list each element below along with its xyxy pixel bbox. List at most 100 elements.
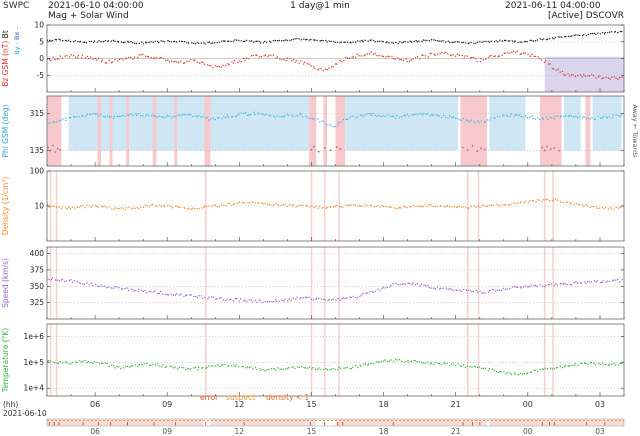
y-tick-label: 0: [39, 54, 44, 63]
sector-band-blue: [345, 96, 459, 151]
legend-item: density < 1: [266, 393, 310, 402]
y-tick-label: 315: [30, 109, 45, 118]
series-speed: [47, 277, 623, 304]
strip-x-tick-label: 18: [379, 427, 389, 436]
data-gap-stripe: [543, 324, 546, 396]
sector-band-blue: [489, 96, 526, 151]
resolution-label: 1 day@1 min: [290, 1, 350, 11]
sector-band-blue: [563, 96, 581, 151]
x-tick-label: 03: [595, 400, 605, 409]
legend-item: suspect: [226, 393, 255, 402]
panel-density: 100 10 Density (1/cm³): [1, 167, 625, 242]
sector-band-pink: [204, 96, 211, 166]
legend-item: error: [200, 393, 219, 402]
sector-band-pink: [152, 96, 157, 166]
y-axis-label: Temperature (°K): [1, 328, 10, 393]
sector-band-pink: [585, 96, 591, 166]
quality-strip: 06 09 12 15 18 21 00 03: [46, 418, 625, 436]
quality-segment: [335, 419, 487, 426]
time-axis: 06 09 12 15 18 21 00 03 (hh)2021-06-10: [3, 400, 605, 418]
data-gap-stripe: [466, 324, 469, 396]
satellite-status-label: [Active] DSCOVR: [548, 11, 624, 21]
y-axis-label: Bz GSM (nT) Bt: [1, 30, 10, 87]
sector-band-blue: [68, 96, 309, 151]
panel-speed: 400 375 350 325 Speed (km/s): [1, 246, 625, 320]
plot-title: Mag + Solar Wind: [48, 11, 129, 21]
data-gap-stripe: [310, 247, 313, 319]
data-gap-stripe: [477, 324, 480, 396]
data-gap-stripe: [552, 324, 554, 396]
start-time-label: 2021-06-10 04:00:00: [48, 1, 144, 11]
data-gap-stripe: [552, 247, 554, 319]
strip-x-tick-label: 06: [90, 427, 100, 436]
sector-band-pink: [109, 96, 113, 166]
y-axis-label: Phi GSM (deg): [1, 104, 10, 157]
strip-x-tick-label: 21: [451, 427, 461, 436]
series-phi-suspect: [47, 144, 560, 153]
x-tick-label: 00: [523, 400, 533, 409]
data-gap-stripe: [49, 324, 52, 396]
data-gap-stripe: [338, 324, 340, 396]
data-gap-stripe: [49, 247, 52, 319]
sector-band-pink: [47, 96, 62, 166]
y-tick-label: -5: [37, 71, 45, 80]
series-bt: [47, 30, 623, 45]
y-tick-label: 1e+5: [24, 358, 45, 367]
y-axis-label: Density (1/cm³): [1, 177, 10, 236]
end-time-label: 2021-06-11 04:00:00: [505, 1, 601, 11]
quality-segment: [489, 419, 624, 426]
y-tick-label: 1e+6: [24, 332, 45, 341]
x-tick-label: 06: [90, 400, 100, 409]
data-gap-stripe: [466, 247, 469, 319]
y-tick-label: 1e+4: [24, 384, 45, 393]
sector-band-pink: [97, 96, 102, 166]
y-tick-label: 10: [34, 202, 44, 211]
y-tick-label: 100: [30, 167, 45, 176]
data-gap-stripe: [55, 324, 58, 396]
sector-band-pink: [126, 96, 130, 166]
y-tick-label: 135: [30, 146, 45, 155]
data-gap-stripe: [323, 247, 326, 319]
data-gap-stripe: [310, 324, 313, 396]
x-tick-label: 21: [451, 400, 461, 409]
strip-x-tick-label: 12: [235, 427, 245, 436]
y-axis-label: Speed (km/s): [1, 258, 10, 308]
series-density: [47, 198, 623, 211]
sector-band-pink: [539, 96, 562, 166]
x-tick-label: 12: [234, 400, 244, 409]
strip-x-tick-label: 09: [162, 427, 172, 436]
data-gap-stripe: [204, 171, 207, 241]
sector-band-pink: [460, 96, 487, 166]
sector-band-pink: [174, 96, 178, 166]
y-tick-label: 325: [30, 298, 45, 307]
series-temperature: [47, 358, 623, 376]
series-bz-gsm: [47, 50, 623, 81]
data-gap-stripe: [477, 247, 480, 319]
legend: error suspect density < 1: [200, 393, 310, 402]
data-gap-stripe: [323, 324, 326, 396]
source-label: SWPC: [3, 1, 30, 11]
data-gap-stripe: [55, 247, 58, 319]
panel-phi: 315 135 Phi GSM (deg): [1, 95, 625, 167]
sector-band-pink: [335, 96, 346, 166]
data-gap-stripe: [543, 171, 546, 241]
data-gap-stripe: [552, 171, 554, 241]
strip-x-tick-label: 03: [595, 427, 605, 436]
data-gap-stripe: [204, 247, 207, 319]
data-gap-stripe: [543, 247, 546, 319]
y-tick-label: 350: [30, 282, 45, 291]
data-gap-stripe: [204, 324, 207, 396]
y-tick-label: 375: [30, 265, 45, 274]
series-phi-gsm: [47, 111, 623, 128]
quality-segment: [210, 419, 317, 426]
x-tick-label: 09: [162, 400, 172, 409]
data-gap-stripe: [338, 247, 340, 319]
sector-band-pink: [323, 96, 328, 166]
sector-band-pink: [309, 96, 317, 166]
panel-temperature: 1e+6 1e+5 1e+4 Temperature (°K): [1, 323, 625, 397]
y-tick-label: 5: [39, 37, 44, 46]
x-tick-label: 15: [306, 400, 316, 409]
